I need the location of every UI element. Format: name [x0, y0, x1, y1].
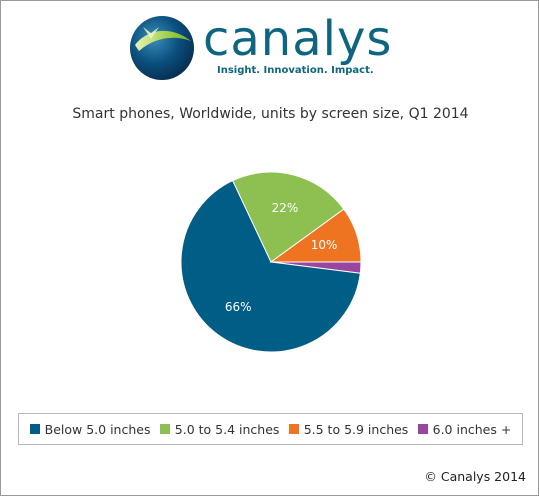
pie-slice-label: 10% — [311, 238, 338, 252]
legend-swatch — [159, 424, 170, 434]
legend-swatch — [288, 424, 299, 434]
legend-label: 6.0 inches + — [432, 421, 512, 437]
legend-swatch — [417, 424, 428, 434]
pie-slice-label: 66% — [225, 300, 252, 314]
pie-slice-label: 22% — [272, 201, 299, 215]
legend-item: 5.5 to 5.9 inches — [288, 421, 409, 437]
legend-item: Below 5.0 inches — [29, 421, 151, 437]
logo-tagline: Insight. Innovation. Impact. — [217, 65, 374, 76]
legend-swatch — [29, 424, 40, 434]
legend-item: 6.0 inches + — [417, 421, 512, 437]
chart-legend: Below 5.0 inches 5.0 to 5.4 inches 5.5 to … — [18, 413, 523, 445]
canalys-logo: canalys Insight. Innovation. Impact. — [129, 11, 419, 85]
legend-label: 5.5 to 5.9 inches — [303, 421, 409, 437]
legend-label: Below 5.0 inches — [44, 421, 151, 437]
logo-wordmark: canalys — [203, 11, 393, 67]
pie-slice-below-5-0-inches — [180, 179, 361, 353]
legend-label: 5.0 to 5.4 inches — [174, 421, 280, 437]
pie-slice-5-0-to-5-4-inches — [232, 171, 345, 263]
pie-slice-5-5-to-5-9-inches — [269, 208, 362, 263]
copyright-text: © Canalys 2014 — [424, 469, 526, 484]
globe-icon — [130, 16, 194, 80]
chart-title: Smart phones, Worldwide, units by screen… — [72, 106, 469, 122]
legend-item: 5.0 to 5.4 inches — [159, 421, 280, 437]
